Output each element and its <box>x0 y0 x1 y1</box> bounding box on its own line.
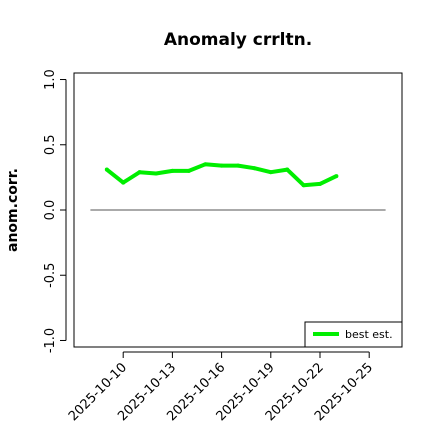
data-point <box>170 168 175 173</box>
y-tick-label: -1.0 <box>43 328 58 353</box>
y-tick-label: -0.5 <box>43 263 58 288</box>
data-point <box>318 181 322 186</box>
data-point <box>285 167 290 172</box>
y-axis-ticks: -1.0 -0.5 0.0 0.5 1.0 <box>43 69 67 353</box>
y-tick-label: 0.0 <box>43 200 58 221</box>
data-point <box>121 180 126 185</box>
y-axis-label: anom.corr. <box>5 168 21 252</box>
data-point <box>268 170 273 175</box>
data-point <box>252 166 257 171</box>
data-point <box>219 163 224 168</box>
data-point <box>301 183 306 188</box>
data-point <box>186 168 191 173</box>
plot-frame <box>73 72 403 348</box>
data-point <box>203 162 208 167</box>
x-axis-ticks: 2025-10-102025-10-132025-10-162025-10-19… <box>66 351 376 424</box>
series-layer <box>104 162 339 188</box>
data-point <box>104 167 109 172</box>
data-point <box>137 170 142 175</box>
y-tick-label: 0.5 <box>43 134 58 155</box>
y-tick-label: 1.0 <box>43 69 58 90</box>
legend-label-best-est: best est. <box>345 328 393 341</box>
legend: best est. <box>304 321 403 348</box>
data-point <box>154 171 158 176</box>
chart-title: Anomaly crrltn. <box>164 30 312 50</box>
data-point <box>334 174 339 179</box>
data-point <box>236 163 240 168</box>
